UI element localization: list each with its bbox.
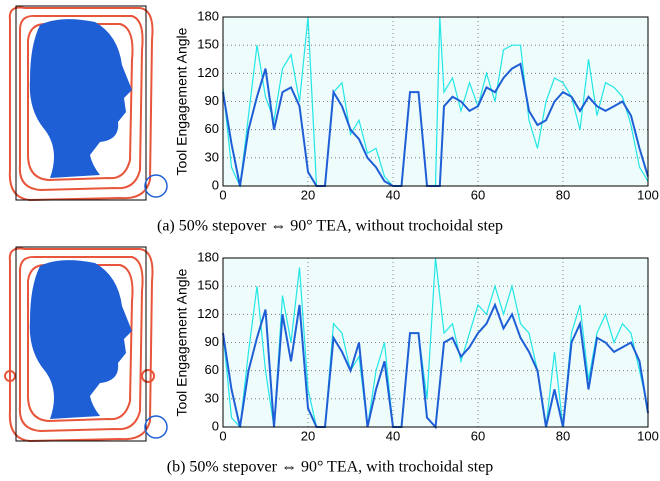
y-tick-label: 60 [205, 362, 219, 377]
y-axis-label: Tool Engagement Angle [174, 268, 190, 416]
x-tick-label: 40 [386, 428, 400, 443]
toolpath-b [4, 246, 168, 443]
x-tick-label: 0 [219, 187, 226, 202]
x-tick-label: 100 [637, 187, 659, 202]
x-tick-label: 0 [219, 428, 226, 443]
toolpath-a [8, 5, 168, 202]
y-tick-label: 60 [205, 121, 219, 136]
y-tick-label: 150 [197, 37, 219, 52]
caption: (b) 50% stepover ⇔ 90° TEA, with trochoi… [167, 459, 493, 476]
x-tick-label: 20 [301, 428, 315, 443]
y-tick-label: 30 [205, 390, 219, 405]
y-tick-label: 180 [197, 8, 219, 23]
y-tick-label: 120 [197, 306, 219, 321]
y-tick-label: 30 [205, 149, 219, 164]
y-tick-label: 150 [197, 278, 219, 293]
y-tick-label: 120 [197, 65, 219, 80]
x-tick-label: 40 [386, 187, 400, 202]
x-tick-label: 100 [637, 428, 659, 443]
x-tick-label: 80 [556, 187, 570, 202]
y-tick-label: 0 [212, 418, 219, 433]
y-axis-label: Tool Engagement Angle [174, 27, 190, 175]
y-tick-label: 90 [205, 93, 219, 108]
x-tick-label: 60 [471, 428, 485, 443]
series-line [222, 16, 649, 189]
x-tick-label: 60 [471, 187, 485, 202]
y-tick-label: 0 [212, 177, 219, 192]
x-tick-label: 20 [301, 187, 315, 202]
plot-frame [222, 16, 649, 187]
caption: (a) 50% stepover ⇔ 90° TEA, without troc… [157, 218, 503, 235]
y-tick-label: 180 [197, 249, 219, 264]
x-tick-label: 80 [556, 428, 570, 443]
y-tick-label: 90 [205, 334, 219, 349]
plot-frame [222, 257, 649, 428]
